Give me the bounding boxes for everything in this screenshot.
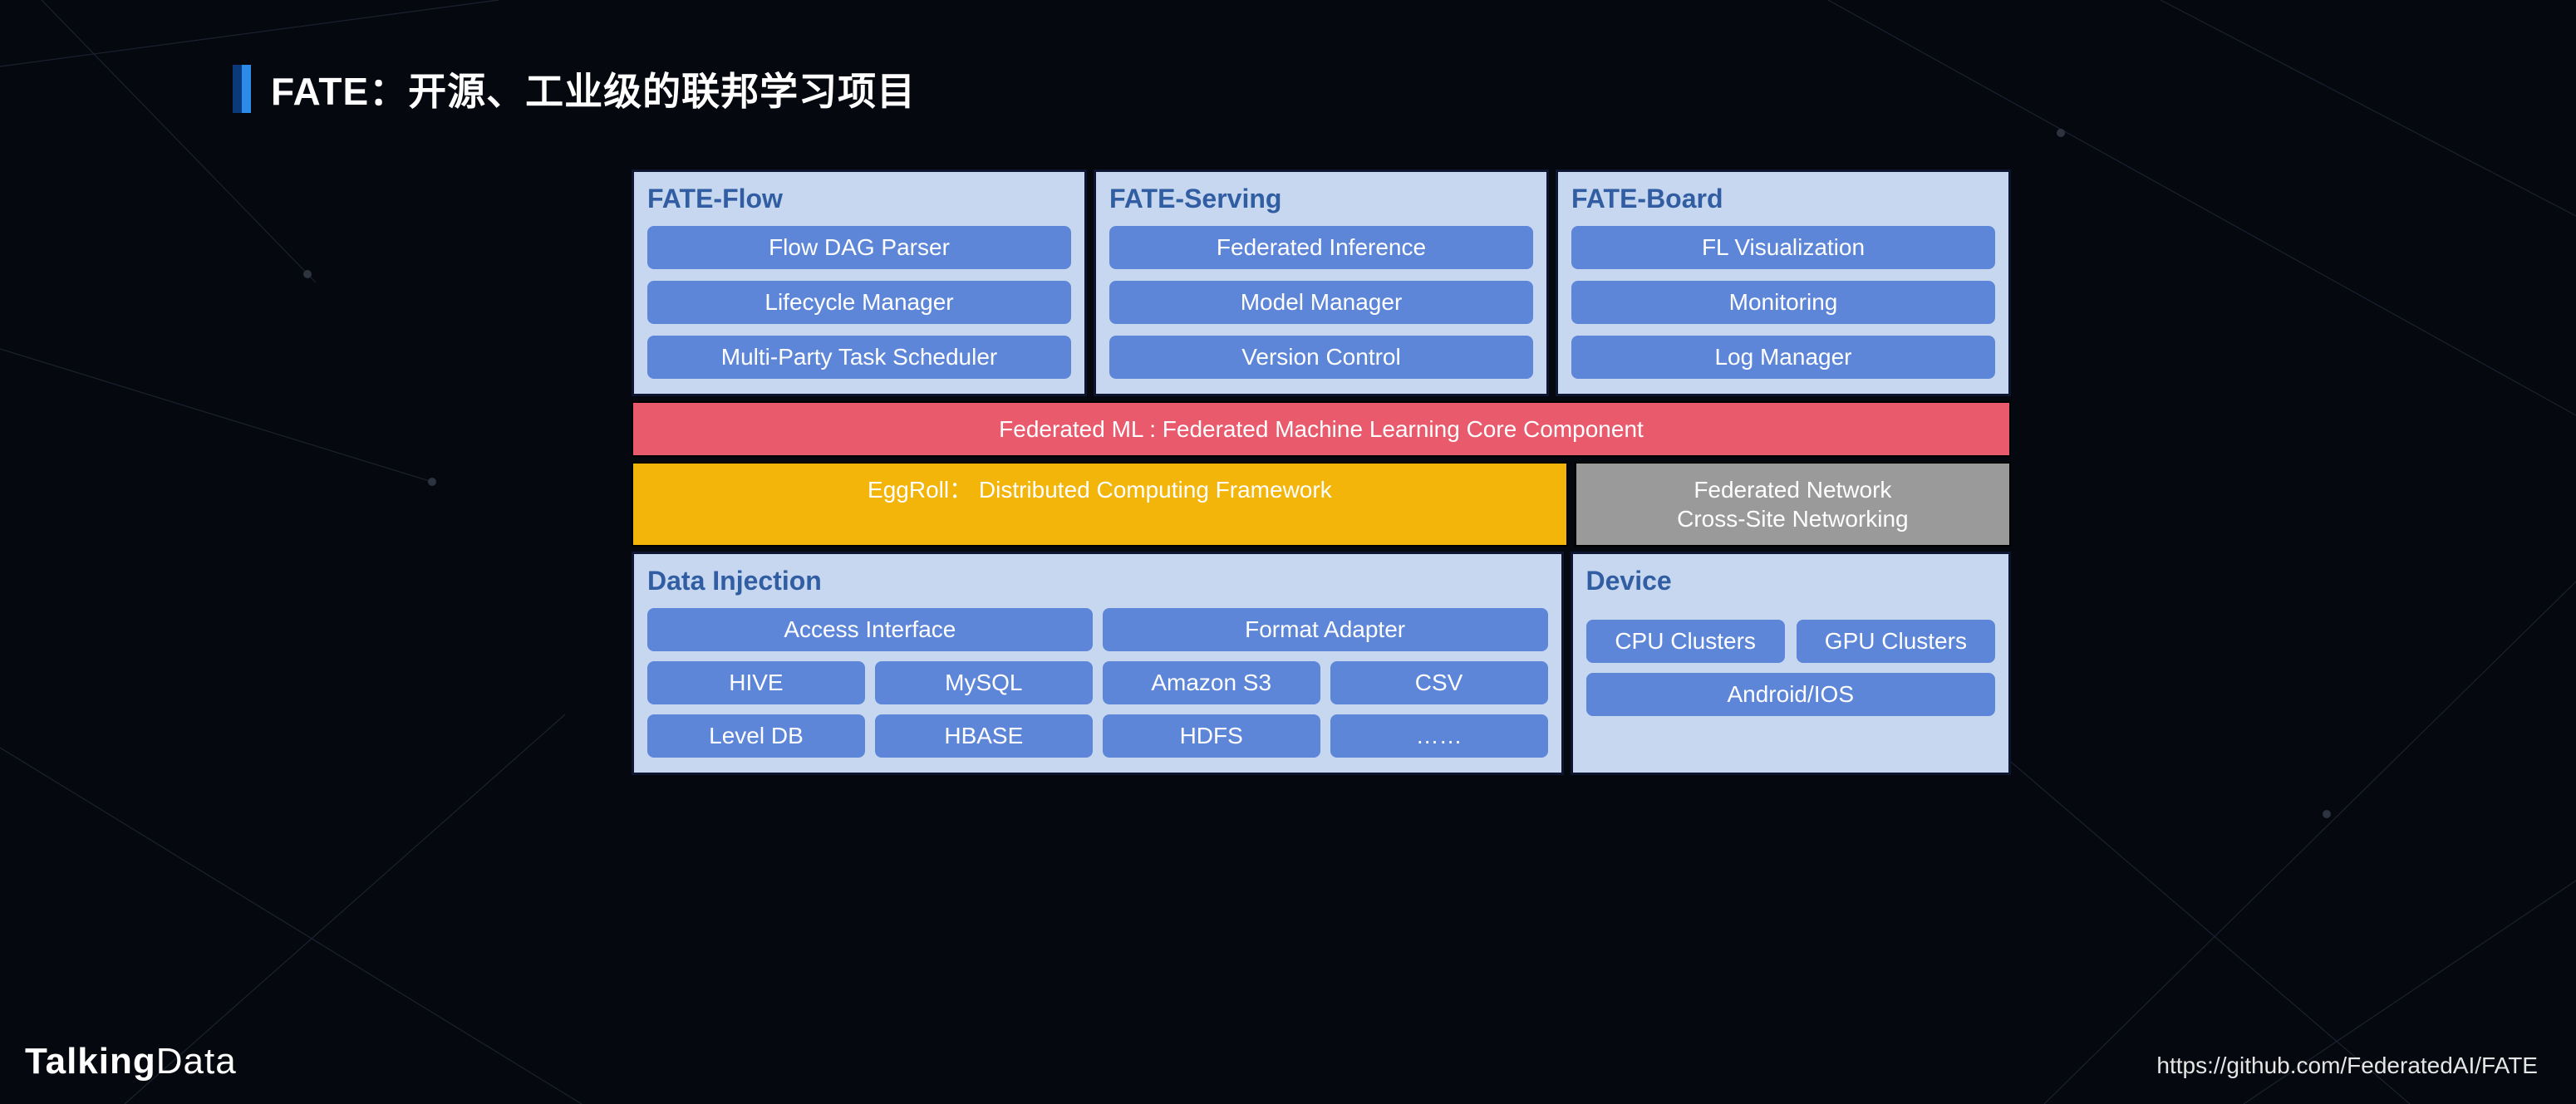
title-accent-mark <box>233 65 251 113</box>
box-mysql: MySQL <box>875 661 1093 704</box>
panel-title-fate-serving: FATE-Serving <box>1109 184 1533 214</box>
bar-federated-network-line1: Federated Network <box>1585 475 2001 504</box>
box-federated-inference: Federated Inference <box>1109 226 1533 269</box>
logo-bold: Talking <box>25 1041 156 1082</box>
box-leveldb: Level DB <box>647 714 865 758</box>
top-row: FATE-Flow Flow DAG Parser Lifecycle Mana… <box>632 169 2011 396</box>
box-hive: HIVE <box>647 661 865 704</box>
panel-device: Device CPU Clusters GPU Clusters Android… <box>1571 552 2012 775</box>
panel-data-injection: Data Injection Access Interface Format A… <box>632 552 1564 775</box>
box-hdfs: HDFS <box>1103 714 1320 758</box>
box-multi-party-task-scheduler: Multi-Party Task Scheduler <box>647 336 1071 379</box>
panel-fate-serving: FATE-Serving Federated Inference Model M… <box>1094 169 1549 396</box>
panel-fate-flow: FATE-Flow Flow DAG Parser Lifecycle Mana… <box>632 169 1087 396</box>
panel-title-fate-flow: FATE-Flow <box>647 184 1071 214</box>
brand-logo: TalkingData <box>25 1041 237 1082</box>
box-gpu-clusters: GPU Clusters <box>1797 620 1995 663</box>
box-lifecycle-manager: Lifecycle Manager <box>647 281 1071 324</box>
box-hbase: HBASE <box>875 714 1093 758</box>
panel-title-fate-board: FATE-Board <box>1571 184 1995 214</box>
source-url: https://github.com/FederatedAI/FATE <box>2156 1052 2538 1079</box>
box-more: …… <box>1330 714 1548 758</box>
bar-eggroll: EggRoll： Distributed Computing Framework <box>632 462 1568 547</box>
row-eggroll-network: EggRoll： Distributed Computing Framework… <box>632 462 2011 547</box>
title-text: FATE：开源、工业级的联邦学习项目 <box>271 61 916 116</box>
box-android-ios: Android/IOS <box>1586 673 1996 716</box>
panel-title-device: Device <box>1586 566 1996 596</box>
box-access-interface: Access Interface <box>647 608 1093 651</box>
box-monitoring: Monitoring <box>1571 281 1995 324</box>
panel-title-data-injection: Data Injection <box>647 566 1548 596</box>
box-csv: CSV <box>1330 661 1548 704</box>
box-log-manager: Log Manager <box>1571 336 1995 379</box>
panel-fate-board: FATE-Board FL Visualization Monitoring L… <box>1556 169 2011 396</box>
box-cpu-clusters: CPU Clusters <box>1586 620 1785 663</box>
box-version-control: Version Control <box>1109 336 1533 379</box>
box-model-manager: Model Manager <box>1109 281 1533 324</box>
box-flow-dag-parser: Flow DAG Parser <box>647 226 1071 269</box>
box-amazon-s3: Amazon S3 <box>1103 661 1320 704</box>
bar-federated-network: Federated Network Cross-Site Networking <box>1575 462 2011 547</box>
row-federated-ml: Federated ML : Federated Machine Learnin… <box>632 401 2011 457</box>
architecture-diagram: FATE-Flow Flow DAG Parser Lifecycle Mana… <box>632 169 2011 775</box>
bar-federated-ml: Federated ML : Federated Machine Learnin… <box>632 401 2011 457</box>
slide-title: FATE：开源、工业级的联邦学习项目 <box>233 61 916 116</box>
bar-federated-network-line2: Cross-Site Networking <box>1585 504 2001 533</box>
logo-thin: Data <box>156 1041 237 1082</box>
box-fl-visualization: FL Visualization <box>1571 226 1995 269</box>
box-format-adapter: Format Adapter <box>1103 608 1548 651</box>
bottom-row: Data Injection Access Interface Format A… <box>632 552 2011 775</box>
